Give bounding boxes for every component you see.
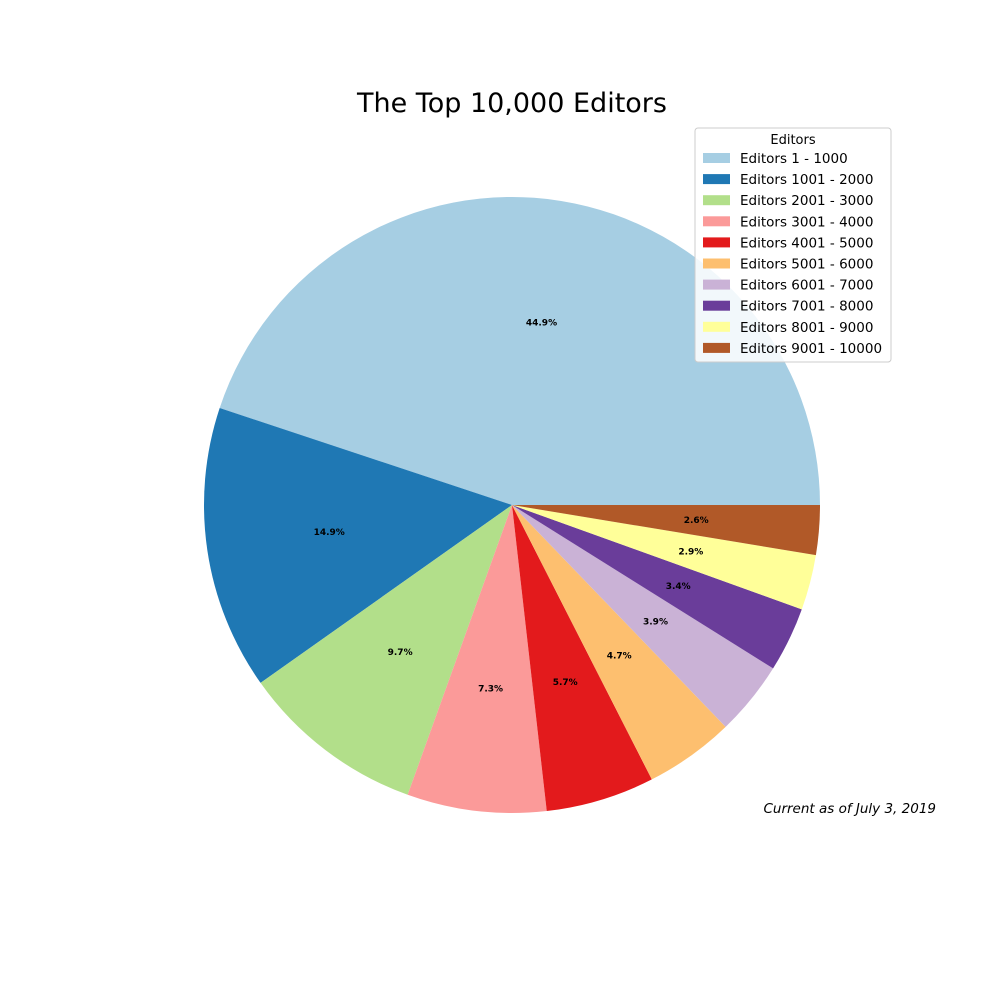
pie-slice-3: [260, 505, 512, 795]
pie-slice-9: [512, 505, 816, 610]
pie-slice-7: [512, 505, 774, 727]
slice-percent-label-1: 44.9%: [526, 319, 557, 329]
legend-label-9: Editors 8001 - 9000: [740, 320, 873, 336]
legend-box: [694, 127, 892, 363]
legend-label-6: Editors 5001 - 6000: [740, 257, 873, 273]
legend-swatch-6: [703, 258, 730, 269]
legend-label-7: Editors 6001 - 7000: [740, 278, 873, 294]
chart-title: The Top 10,000 Editors: [356, 88, 667, 119]
pie-slices: [204, 197, 820, 813]
slice-percent-label-5: 5.7%: [553, 678, 578, 688]
legend-title: Editors: [770, 133, 815, 148]
slice-percent-label-8: 3.4%: [666, 582, 691, 592]
pie-slice-5: [512, 505, 652, 812]
legend-label-10: Editors 9001 - 10000: [740, 341, 882, 357]
legend-swatch-5: [703, 237, 730, 248]
legend-swatch-4: [703, 216, 730, 227]
slice-percent-label-7: 3.9%: [643, 617, 668, 627]
pie-slice-4: [407, 505, 547, 813]
slice-percent-label-6: 4.7%: [607, 652, 632, 662]
legend-swatch-1: [703, 153, 730, 163]
legend-swatch-10: [703, 342, 730, 353]
legend-swatch-9: [703, 321, 730, 332]
legend-label-8: Editors 7001 - 8000: [740, 299, 873, 315]
pie-slice-6: [512, 505, 726, 780]
legend-label-5: Editors 4001 - 5000: [740, 235, 873, 251]
slice-percent-label-3: 9.7%: [388, 648, 413, 658]
slice-percent-label-10: 2.6%: [684, 516, 709, 526]
pie-slice-2: [204, 407, 512, 683]
legend-swatch-3: [703, 195, 730, 206]
slice-percent-label-9: 2.9%: [678, 548, 703, 558]
legend-swatch-2: [703, 174, 730, 185]
legend-swatch-7: [703, 279, 730, 290]
legend-label-3: Editors 2001 - 3000: [740, 193, 873, 209]
pie-slice-1: [219, 197, 820, 506]
legend: Editors Editors 1 - 1000 Editors 1001 - 2…: [694, 127, 892, 363]
slice-percent-label-2: 14.9%: [314, 528, 345, 538]
date-annotation: Current as of July 3, 2019: [763, 801, 936, 817]
legend-items: Editors 1 - 1000 Editors 1001 - 2000 Edito…: [703, 151, 882, 357]
pie-slice-8: [512, 505, 802, 669]
pie-percent-labels: 44.9% 14.9% 9.7% 7.3% 5.7% 4.7% 3.9% 3.4% 2.9% 2.…: [314, 319, 709, 695]
legend-label-1: Editors 1 - 1000: [740, 151, 848, 167]
legend-label-4: Editors 3001 - 4000: [740, 214, 873, 230]
slice-percent-label-4: 7.3%: [478, 685, 503, 695]
legend-swatch-8: [703, 300, 730, 311]
pie-slice-10: [512, 505, 820, 556]
legend-label-2: Editors 1001 - 2000: [740, 172, 873, 188]
